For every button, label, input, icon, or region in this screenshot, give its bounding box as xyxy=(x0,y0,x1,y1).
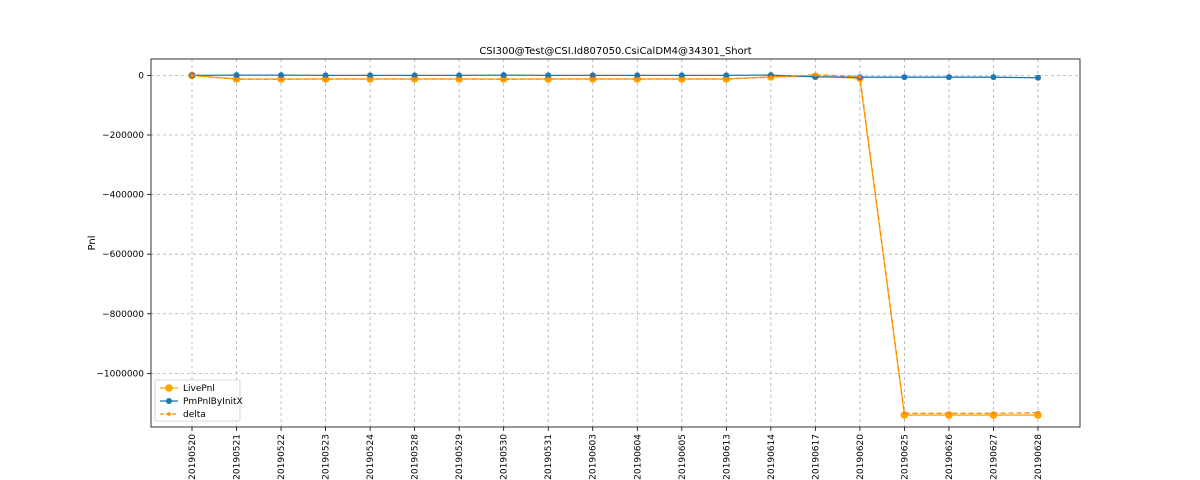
series-point-pmpnlbyinitx xyxy=(589,72,596,79)
x-tick-label: 20190524 xyxy=(366,434,376,480)
legend-label-livepnl: LivePnl xyxy=(183,384,215,394)
legend-marker-pmpnlbyinitx xyxy=(166,398,172,404)
series-point-delta xyxy=(368,77,372,81)
series-point-pmpnlbyinitx xyxy=(367,72,374,79)
x-tick-label: 20190522 xyxy=(277,434,287,480)
grid xyxy=(151,59,1080,427)
series-point-delta xyxy=(323,77,328,81)
x-tick-label: 20190625 xyxy=(900,434,910,480)
y-axis: 0 −200000 −400000 −600000 −800000 −1000000 xyxy=(96,71,151,379)
x-tick-label: 20190603 xyxy=(589,434,599,480)
x-tick-label: 20190614 xyxy=(767,434,777,480)
series-point-delta xyxy=(724,77,729,81)
series-point-delta xyxy=(813,72,818,77)
series-point-delta xyxy=(902,411,907,416)
x-tick-label: 20190604 xyxy=(633,434,643,480)
chart-title: CSI300@Test@CSI.Id807050.CsiCalDM4@34301… xyxy=(479,46,751,57)
legend-box xyxy=(154,379,241,422)
x-tick-label: 20190523 xyxy=(322,434,332,480)
series-point-pmpnlbyinitx xyxy=(723,72,730,79)
series-point-delta xyxy=(947,411,951,416)
series-point-pmpnlbyinitx xyxy=(278,72,285,79)
x-axis: 20190520 20190521 20190522 20190523 20190524… xyxy=(188,427,1044,480)
series-point-pmpnlbyinitx xyxy=(634,72,641,79)
x-tick-label: 20190521 xyxy=(233,434,243,480)
series-point-delta xyxy=(679,77,684,81)
legend-marker-livepnl xyxy=(165,384,173,392)
series-point-pmpnlbyinitx xyxy=(945,74,952,81)
x-tick-label: 20190626 xyxy=(945,434,955,480)
series-line-livepnl xyxy=(191,74,1038,416)
y-axis-label: Pnl xyxy=(87,236,98,251)
legend-marker-delta xyxy=(167,412,171,416)
series-point-pmpnlbyinitx xyxy=(990,74,997,81)
series-point-pmpnlbyinitx xyxy=(322,72,329,79)
y-tick-label: −600000 xyxy=(102,250,144,260)
x-tick-label: 20190628 xyxy=(1034,434,1044,480)
series-point-pmpnlbyinitx xyxy=(411,72,418,79)
series-point-pmpnlbyinitx xyxy=(1035,74,1041,81)
x-tick-label: 20190529 xyxy=(455,434,465,480)
y-tick-label: −200000 xyxy=(102,131,144,141)
legend-label-delta: delta xyxy=(183,410,206,420)
legend: LivePnl PmPnlByInitX delta xyxy=(154,379,243,422)
x-tick-label: 20190613 xyxy=(722,434,732,480)
x-tick-label: 20190620 xyxy=(856,434,866,480)
x-tick-label: 20190530 xyxy=(500,434,510,480)
series-point-delta xyxy=(635,77,640,81)
x-tick-label: 20190617 xyxy=(811,434,821,480)
series-point-pmpnlbyinitx xyxy=(500,72,507,79)
y-tick-label: −400000 xyxy=(102,191,144,201)
x-tick-label: 20190605 xyxy=(678,434,688,480)
series-point-pmpnlbyinitx xyxy=(233,72,240,79)
legend-label-pmpnlbyinitx: PmPnlByInitX xyxy=(183,397,243,407)
series-point-pmpnlbyinitx xyxy=(901,74,908,81)
series-point-pmpnlbyinitx xyxy=(545,72,552,79)
x-tick-label: 20190627 xyxy=(989,434,999,480)
series-point-delta xyxy=(412,77,417,81)
y-tick-label: −1000000 xyxy=(96,369,144,379)
x-tick-label: 20190531 xyxy=(544,434,554,480)
series-point-delta xyxy=(279,77,283,82)
series-point-delta xyxy=(501,77,506,82)
series-point-delta xyxy=(590,77,595,81)
series-point-delta xyxy=(769,75,773,79)
series-line-delta xyxy=(191,74,1039,414)
series-line-pmpnlbyinitx xyxy=(191,74,1039,79)
series-point-delta xyxy=(546,77,551,81)
series-point-pmpnlbyinitx xyxy=(678,72,685,79)
x-tick-label: 20190520 xyxy=(188,434,198,480)
series-point-pmpnlbyinitx xyxy=(456,72,463,79)
series-layer xyxy=(188,71,1042,419)
series-point-delta xyxy=(991,411,996,416)
series-point-delta xyxy=(457,77,461,81)
series-point-delta xyxy=(190,73,194,78)
series-point-delta xyxy=(234,77,239,82)
plot-frame xyxy=(150,58,1081,428)
y-tick-label: 0 xyxy=(138,71,144,81)
y-tick-label: −800000 xyxy=(102,310,144,320)
x-tick-label: 20190528 xyxy=(411,434,421,480)
series-point-delta xyxy=(1036,410,1040,415)
series-point-delta xyxy=(858,74,862,79)
